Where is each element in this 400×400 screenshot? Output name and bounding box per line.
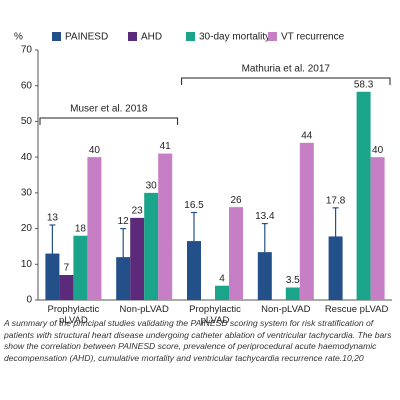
bar	[187, 241, 201, 300]
value-label: 44	[301, 130, 313, 141]
y-tick-label: 70	[21, 45, 33, 56]
y-tick-label: 30	[21, 187, 33, 198]
bar	[229, 207, 243, 300]
value-label: 23	[132, 205, 144, 216]
value-label: 41	[160, 141, 172, 152]
x-tick-label: Prophylactic pLVAD	[47, 304, 100, 326]
value-label: 4	[219, 273, 225, 284]
value-label: 17.8	[326, 195, 346, 206]
y-tick-label: 20	[21, 223, 33, 234]
bar	[158, 153, 173, 300]
bracket	[181, 77, 391, 85]
value-label: 16.5	[184, 200, 204, 211]
value-label: 13	[47, 213, 59, 224]
legend-label: 30-day mortality	[199, 32, 270, 43]
bar	[73, 235, 88, 300]
y-tick-label: 10	[21, 259, 33, 270]
value-label: 13.4	[255, 211, 275, 222]
y-tick-label: 40	[21, 152, 33, 163]
value-label: 18	[75, 223, 87, 234]
legend-label: AHD	[141, 32, 162, 43]
bar	[144, 192, 159, 300]
bracket	[39, 117, 179, 125]
bar	[215, 285, 229, 300]
bar	[130, 217, 145, 300]
x-tick-label: Rescue pLVAD	[324, 304, 389, 315]
bar	[328, 236, 343, 300]
legend-swatch	[128, 32, 137, 41]
value-label: 30	[146, 180, 158, 191]
bar	[87, 157, 102, 300]
legend-swatch	[268, 32, 277, 41]
annotation: Mathuria et al. 2017	[242, 64, 331, 75]
value-label: 58.3	[354, 79, 374, 90]
legend-swatch	[52, 32, 61, 41]
chart: % 0 10 20 30 40 50 60 70 PAINESD AHD 30-day mortal…	[14, 32, 392, 306]
y-tick-label: 60	[21, 80, 33, 91]
legend-label: VT recurrence	[281, 32, 345, 43]
bar	[299, 142, 314, 300]
annotation: Muser et al. 2018	[70, 104, 148, 115]
x-tick-label: Non-pLVAD	[119, 304, 169, 315]
value-label: 3.5	[286, 275, 300, 286]
bar	[356, 91, 371, 301]
value-label: 26	[230, 195, 242, 206]
value-label: 7	[64, 263, 70, 274]
caption: A summary of the principal studies valid…	[4, 318, 392, 363]
value-label: 40	[89, 145, 101, 156]
legend-swatch	[186, 32, 195, 41]
legend-label: PAINESD	[65, 32, 108, 43]
y-tick-label: 0	[26, 295, 32, 306]
y-tick-label: 50	[21, 116, 33, 127]
x-tick-label: Non-pLVAD	[261, 304, 311, 315]
x-tick-label: Prophylactic pLVAD	[189, 304, 241, 326]
value-label: 12	[118, 216, 130, 227]
y-axis-label: %	[14, 32, 23, 43]
value-label: 40	[372, 145, 384, 156]
bar	[285, 287, 300, 300]
bar	[59, 275, 74, 300]
bar	[370, 157, 385, 300]
